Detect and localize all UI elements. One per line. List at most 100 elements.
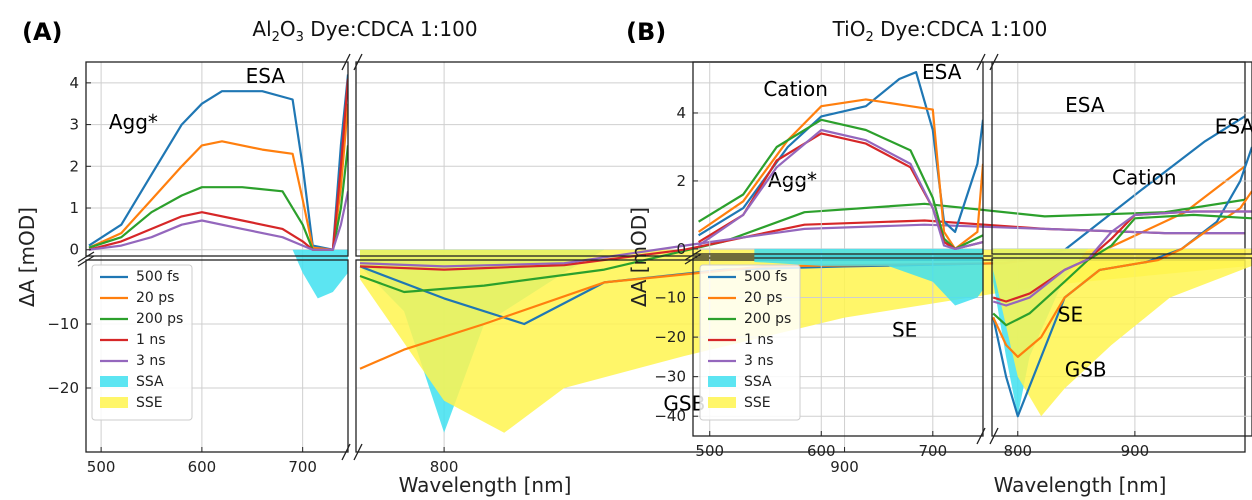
break-mark: [341, 443, 351, 461]
series-line-left-3ns: [697, 128, 983, 250]
legend-label: 20 ps: [744, 290, 782, 306]
x-tick-label: 800: [1003, 442, 1032, 460]
series-line-right-20ps: [992, 190, 1252, 358]
x-tick-label: 500: [695, 442, 724, 460]
legend-label: 3 ns: [744, 353, 774, 369]
break-mark: [353, 443, 363, 461]
x-tick-label: 700: [288, 458, 317, 476]
legend-label: SSE: [136, 395, 163, 411]
frame-top-left: [85, 61, 349, 257]
y-tick-label: −40: [654, 407, 686, 425]
frame-top-right: [991, 61, 1252, 255]
legend-label: SSA: [744, 374, 772, 390]
legend-label: 1 ns: [744, 332, 774, 348]
break-mark: [976, 427, 986, 445]
title-subscript: 2: [272, 30, 280, 45]
y-tick-label: −20: [654, 328, 686, 346]
x-tick-label: 600: [188, 458, 217, 476]
title-text: Al: [252, 17, 271, 41]
annotation-label: SE: [1058, 302, 1083, 326]
panel-letter: (A): [22, 18, 63, 46]
fill-ssa: [292, 249, 348, 299]
y-tick-label: −10: [654, 289, 686, 307]
legend-label: 500 fs: [136, 269, 179, 285]
y-axis-label: ΔA [mOD]: [15, 207, 39, 307]
series-line-right-3ns: [359, 223, 1245, 268]
y-axis-label: ΔA [mOD]: [627, 207, 651, 307]
legend-label: 200 ps: [136, 311, 183, 327]
break-mark: [77, 251, 95, 263]
title-text: O: [280, 17, 296, 41]
break-mark: [989, 53, 999, 71]
legend-label: 500 fs: [744, 269, 787, 285]
annotation-label: GSB: [1065, 358, 1107, 382]
y-tick-label: −20: [47, 379, 79, 397]
break-mark: [976, 53, 986, 71]
series-line-left-1ns: [698, 132, 983, 250]
x-axis-label: Wavelength [nm]: [399, 473, 572, 497]
break-mark: [341, 53, 351, 71]
legend-label: 200 ps: [744, 311, 791, 327]
legend: 500 fs 20 ps 200 ps 1 ns 3 ns SSA SSE: [699, 264, 801, 421]
title-text: TiO: [832, 17, 866, 41]
title-text: Dye:CDCA 1:100: [304, 17, 478, 41]
annotation-label: Cation: [1112, 165, 1177, 189]
annotation-label: Cation: [763, 77, 828, 101]
panel-letter: (B): [626, 18, 666, 46]
legend-label: 1 ns: [136, 332, 166, 348]
break-mark: [684, 253, 702, 265]
fill-sse: [993, 248, 1252, 417]
frame-bottom-right: [991, 257, 1252, 437]
legend-swatch-patch: [708, 397, 736, 408]
series-line-right-3ns: [992, 210, 1252, 307]
y-tick-label: 4: [69, 74, 79, 92]
series-line-left-20ps: [697, 98, 983, 250]
panel-B: 0 2 4 −10 −20 −30 −40 500 600 700 800 900 Wavelength…: [626, 17, 1252, 497]
title-text: Dye:CDCA 1:100: [874, 17, 1048, 41]
y-tick-label: 1: [69, 199, 79, 217]
frame-top-left: [692, 61, 984, 255]
x-tick-label: 700: [918, 442, 947, 460]
legend-swatch-patch: [100, 376, 128, 387]
legend-label: 20 ps: [136, 290, 174, 306]
annotation-label: ESA: [1215, 114, 1252, 138]
frame-bottom-left: [85, 259, 349, 453]
legend: 500 fs 20 ps 200 ps 1 ns 3 ns SSA SSE: [91, 264, 193, 421]
annotation-label: GSB: [663, 391, 705, 415]
legend-swatch-patch: [708, 376, 736, 387]
y-tick-label: 4: [676, 104, 686, 122]
chart-title: TiO2​ Dye:CDCA 1:100: [832, 17, 1048, 45]
y-tick-label: 3: [69, 116, 79, 134]
annotation-label: SE: [892, 318, 917, 342]
y-tick-label: 2: [676, 172, 686, 190]
annotation-label: ESA: [246, 64, 286, 88]
y-tick-label: 0: [69, 241, 79, 259]
chart-title: Al2​O3​ Dye:CDCA 1:100: [252, 17, 477, 45]
y-tick-label: 2: [69, 157, 79, 175]
break-mark: [684, 249, 702, 261]
frame-bottom-left: [692, 257, 984, 437]
legend-swatch-patch: [100, 397, 128, 408]
legend-label: 3 ns: [136, 353, 166, 369]
series-line-left-3ns: [88, 191, 348, 251]
y-tick-label: 0: [676, 240, 686, 258]
series-line-left-1ns: [88, 78, 348, 251]
annotation-label: ESA: [922, 60, 962, 84]
series-line-left-500fs: [698, 71, 983, 237]
title-subscript: 2: [865, 30, 873, 45]
x-tick-label: 900: [830, 458, 859, 476]
x-tick-label: 600: [807, 442, 836, 460]
break-mark: [353, 53, 363, 71]
series-line-left-200ps: [698, 118, 983, 250]
annotation-label: Agg*: [768, 168, 817, 192]
x-tick-label: 900: [1121, 442, 1150, 460]
title-subscript: 3: [296, 30, 304, 45]
y-tick-label: −30: [654, 368, 686, 386]
x-axis-label: Wavelength [nm]: [994, 473, 1167, 497]
legend-label: SSE: [744, 395, 771, 411]
annotation-label: Agg*: [109, 110, 158, 134]
y-tick-label: −10: [47, 315, 79, 333]
x-tick-label: 500: [87, 458, 116, 476]
break-mark: [989, 427, 999, 445]
